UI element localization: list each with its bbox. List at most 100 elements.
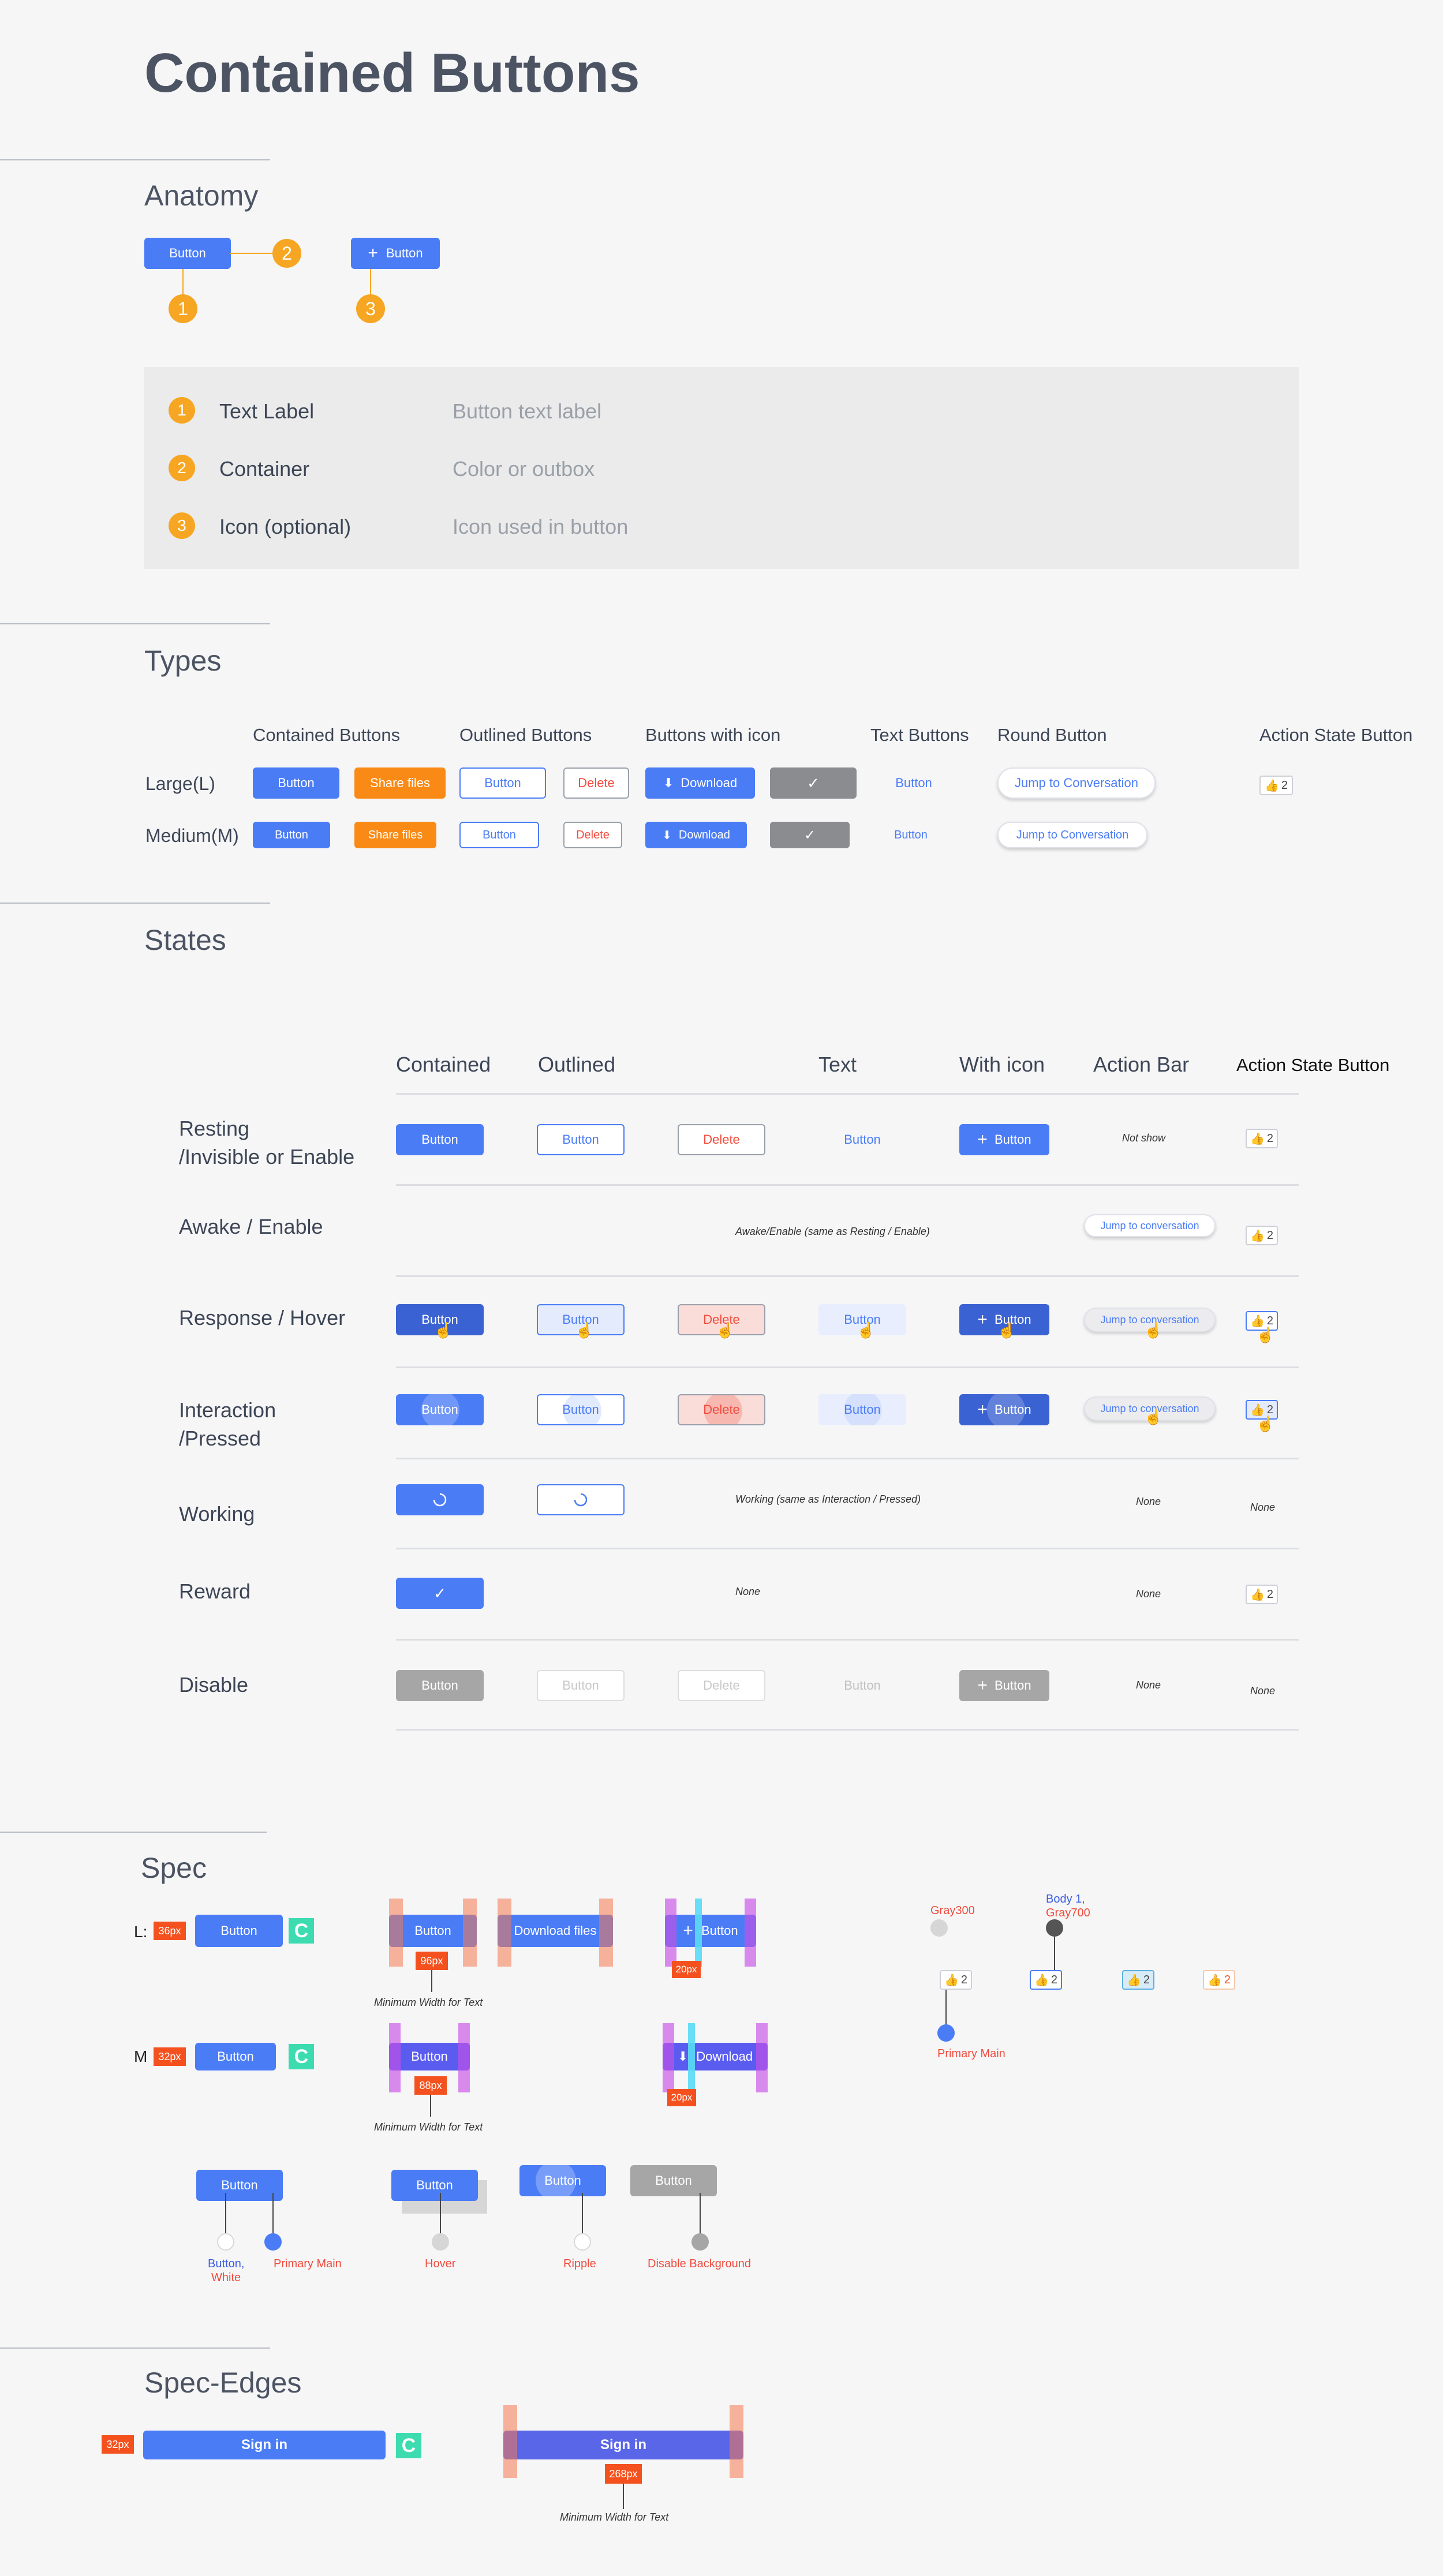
round-button-medium[interactable]: Jump to Conversation [997, 822, 1147, 848]
jump-hover[interactable]: Jump to conversation [1084, 1308, 1216, 1332]
button-label: Button [701, 1923, 738, 1938]
icon-hover[interactable]: + Button [959, 1304, 1049, 1335]
spec-action-hover: 👍 2 [1030, 1970, 1062, 1990]
outlined-hover[interactable]: Button [537, 1304, 625, 1335]
plus-icon: + [977, 1310, 988, 1329]
check-button-large[interactable]: ✓ [770, 767, 857, 799]
marker-line [370, 269, 371, 294]
gap-marker [688, 2023, 695, 2092]
ripple [844, 1394, 882, 1425]
delete-pressed[interactable]: Delete [678, 1394, 765, 1425]
contained-resting[interactable]: Button [396, 1124, 484, 1155]
none-note: None [1136, 1496, 1161, 1507]
text-button-medium[interactable]: Button [894, 828, 928, 841]
action-state-hover[interactable]: 👍 2 [1246, 1311, 1278, 1331]
outlined-button-medium[interactable]: Button [459, 822, 539, 848]
button-label: Button [994, 1678, 1031, 1693]
download-button-medium[interactable]: ⬇ Download [645, 822, 747, 848]
hover-swatch [432, 2233, 449, 2251]
action-state-awake[interactable]: 👍 2 [1246, 1226, 1278, 1245]
row-divider [396, 1548, 1299, 1549]
padding-marker [503, 2405, 517, 2478]
contained-working[interactable] [396, 1484, 484, 1515]
disable-background-note: Disable Background [648, 2257, 751, 2270]
gray300-swatch [930, 1919, 948, 1937]
pointer-line [431, 1970, 432, 1992]
anatomy-legend: 1 Text Label Button text label 2 Contain… [144, 367, 1299, 569]
text-button-large[interactable]: Button [895, 776, 932, 790]
check-icon: ✓ [433, 1584, 446, 1602]
outlined-button-large[interactable]: Button [459, 767, 546, 799]
contained-hover[interactable]: Button [396, 1304, 484, 1335]
text-resting[interactable]: Button [844, 1132, 881, 1147]
thumbs-up-icon: 👍 [1207, 1974, 1222, 1987]
edges-heading: Spec-Edges [144, 2367, 302, 2399]
row-label: M [134, 2047, 148, 2065]
col-header: Action State Button [1259, 725, 1413, 745]
min-width-note: Minimum Width for Text [560, 2511, 669, 2523]
jump-awake[interactable]: Jump to conversation [1084, 1214, 1216, 1237]
delete-hover[interactable]: Delete [678, 1304, 765, 1335]
contained-disabled: Button [396, 1670, 484, 1701]
action-state-reward[interactable]: 👍 2 [1246, 1585, 1278, 1604]
row-divider [396, 1366, 1299, 1368]
jump-pressed[interactable]: Jump to conversation [1084, 1396, 1216, 1421]
gray700-note: Gray700 [1046, 1907, 1090, 1919]
text-hover[interactable]: Button [818, 1304, 906, 1335]
anatomy-icon-button[interactable]: + Button [351, 238, 440, 269]
legend-badge: 3 [169, 512, 195, 539]
contained-button-large[interactable]: Button [253, 767, 339, 799]
button-label: Button [562, 1402, 599, 1417]
check-button-medium[interactable]: ✓ [770, 822, 850, 848]
button-label: Download [681, 776, 738, 790]
delete-button-large[interactable]: Delete [563, 767, 629, 799]
download-button-large[interactable]: ⬇ Download [645, 767, 755, 799]
outlined-resting[interactable]: Button [537, 1124, 625, 1155]
download-icon: ⬇ [663, 776, 674, 790]
button-label: Button [421, 1402, 458, 1417]
contained-pressed[interactable]: Button [396, 1394, 484, 1425]
plus-icon: + [683, 1921, 693, 1940]
outlined-working[interactable] [537, 1484, 625, 1515]
ripple [421, 1394, 459, 1425]
width-tag: 268px [605, 2464, 642, 2484]
icon-pressed[interactable]: + Button [959, 1394, 1049, 1425]
thumbs-up-icon: 👍 [944, 1974, 959, 1987]
c-marker: C [289, 1918, 314, 1944]
height-tag: 36px [154, 1922, 186, 1940]
contained-reward[interactable]: ✓ [396, 1578, 484, 1609]
row-divider [396, 1184, 1299, 1186]
outlined-pressed[interactable]: Button [537, 1394, 625, 1425]
contained-button-medium[interactable]: Button [253, 822, 330, 848]
button-label: Button [386, 246, 423, 260]
share-files-button-medium[interactable]: Share files [354, 822, 436, 848]
action-state-pressed[interactable]: 👍 2 [1246, 1400, 1278, 1420]
share-files-button-large[interactable]: Share files [354, 767, 446, 799]
state-label: Disable [179, 1673, 249, 1697]
count: 2 [960, 1973, 968, 1986]
button-label: Button [844, 1402, 881, 1417]
row-label: L: [134, 1923, 148, 1941]
delete-button-medium[interactable]: Delete [563, 822, 622, 848]
text-pressed[interactable]: Button [818, 1394, 906, 1425]
delete-resting[interactable]: Delete [678, 1124, 765, 1155]
action-state-button-large[interactable]: 👍 2 [1259, 776, 1293, 795]
round-button-large[interactable]: Jump to Conversation [997, 767, 1156, 799]
gray300-note: Gray300 [930, 1904, 975, 1917]
action-state-resting[interactable]: 👍 2 [1246, 1129, 1278, 1148]
row-divider [396, 1729, 1299, 1731]
pointer-line [225, 2193, 226, 2242]
awake-note: Awake/Enable (same as Resting / Enable) [735, 1226, 930, 1237]
col-header: Action Bar [1093, 1053, 1190, 1076]
anatomy-button[interactable]: Button [144, 238, 231, 269]
row-label: Large(L) [145, 773, 215, 794]
padding-marker [389, 1899, 403, 1967]
hover-spec-button: Button [391, 2170, 478, 2201]
row-divider [396, 1275, 1299, 1277]
pointer-line [1054, 1937, 1055, 1970]
icon-resting[interactable]: + Button [959, 1124, 1049, 1155]
check-icon: ✓ [803, 827, 816, 843]
section-divider [0, 1832, 267, 1833]
gap-tag: 20px [667, 2089, 696, 2106]
thumbs-up-icon: 👍 [1250, 1588, 1265, 1601]
